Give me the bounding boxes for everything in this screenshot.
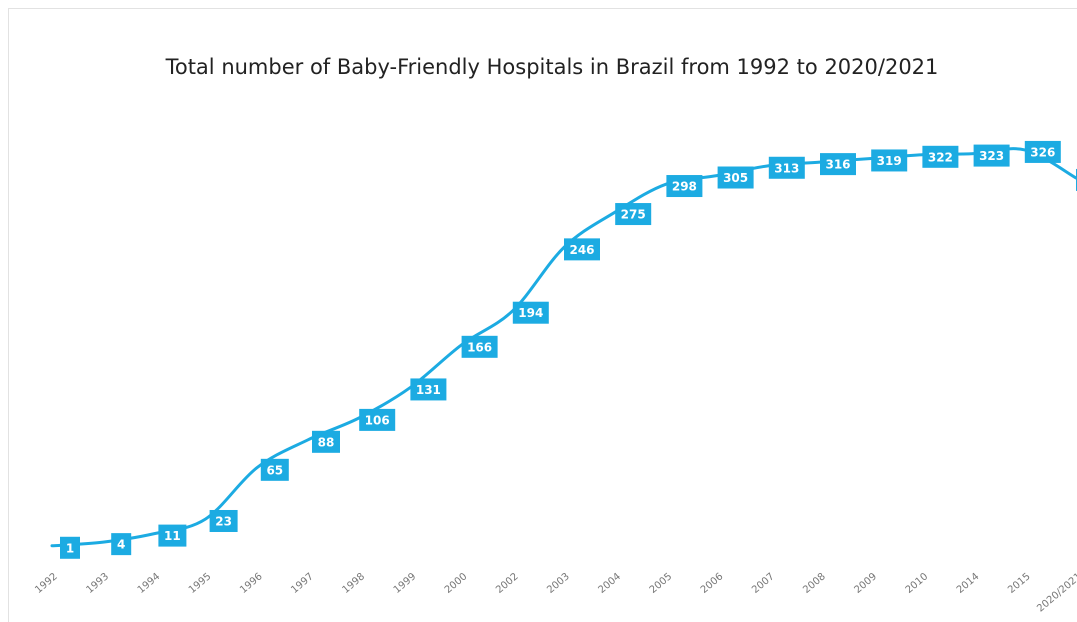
x-tick-label: 1998	[340, 571, 367, 596]
x-tick-label: 2000	[443, 571, 470, 596]
data-label-box	[973, 144, 1010, 167]
data-label-box	[512, 301, 549, 324]
data-label: 319	[877, 154, 902, 168]
x-tick-label: 2002	[494, 571, 521, 596]
x-tick-label: 2014	[955, 571, 982, 596]
data-label: 246	[569, 243, 594, 257]
data-label: 275	[621, 208, 646, 222]
x-tick-label: 1999	[392, 571, 419, 596]
x-tick-label: 1993	[84, 571, 111, 596]
x-tick-label: 1992	[33, 571, 60, 596]
data-label: 106	[365, 413, 390, 427]
data-label: 326	[1030, 145, 1055, 159]
data-label: 305	[723, 171, 748, 185]
data-label: 4	[117, 538, 125, 552]
data-label: 166	[467, 340, 492, 354]
x-tick-label: 2008	[801, 571, 828, 596]
data-label-box	[564, 238, 600, 261]
data-label: 194	[518, 306, 543, 320]
x-tick-label: 2015	[1006, 571, 1033, 596]
x-tick-label: 2020/2021	[1035, 571, 1077, 614]
x-tick-label: 2003	[545, 571, 572, 596]
data-label: 65	[266, 463, 283, 477]
data-label-box	[615, 203, 652, 226]
x-tick-label: 2005	[648, 571, 675, 596]
data-label: 1	[66, 541, 74, 555]
x-tick-label: 2004	[596, 571, 623, 596]
x-tick-label: 1995	[187, 571, 214, 596]
data-label-box	[768, 156, 805, 179]
data-label: 298	[672, 180, 697, 194]
data-label-box	[158, 524, 187, 547]
x-tick-label: 1994	[136, 571, 163, 596]
x-tick-label: 2010	[904, 571, 931, 596]
data-label-box	[111, 533, 132, 556]
x-tick-label: 1996	[238, 571, 265, 596]
data-label-box	[410, 378, 447, 401]
chart-title: Total number of Baby-Friendly Hospitals …	[165, 55, 939, 79]
x-tick-label: 2006	[699, 571, 726, 596]
data-label-box	[312, 430, 340, 453]
data-label-box	[260, 458, 289, 481]
data-label: 313	[774, 161, 799, 175]
data-label-box	[666, 175, 703, 198]
data-label-box	[359, 408, 396, 431]
data-label: 316	[825, 158, 850, 172]
x-tick-label: 2007	[750, 571, 777, 596]
data-label-box	[871, 149, 908, 172]
data-label-box	[60, 536, 80, 559]
series-line	[50, 147, 1077, 548]
data-label: 131	[416, 383, 441, 397]
data-label-box	[717, 166, 754, 189]
data-label: 88	[318, 435, 335, 449]
data-label: 322	[928, 150, 953, 164]
data-label-box	[1024, 140, 1061, 163]
data-label-box	[820, 153, 856, 176]
data-label: 23	[215, 514, 232, 528]
data-label: 323	[979, 149, 1004, 163]
data-label-box	[209, 509, 238, 532]
data-label-box	[922, 145, 959, 168]
data-label: 11	[164, 529, 181, 543]
frame	[8, 8, 1077, 622]
x-tick-label: 2009	[852, 571, 879, 596]
x-tick-label: 1997	[289, 571, 316, 596]
data-label-box	[461, 335, 498, 358]
